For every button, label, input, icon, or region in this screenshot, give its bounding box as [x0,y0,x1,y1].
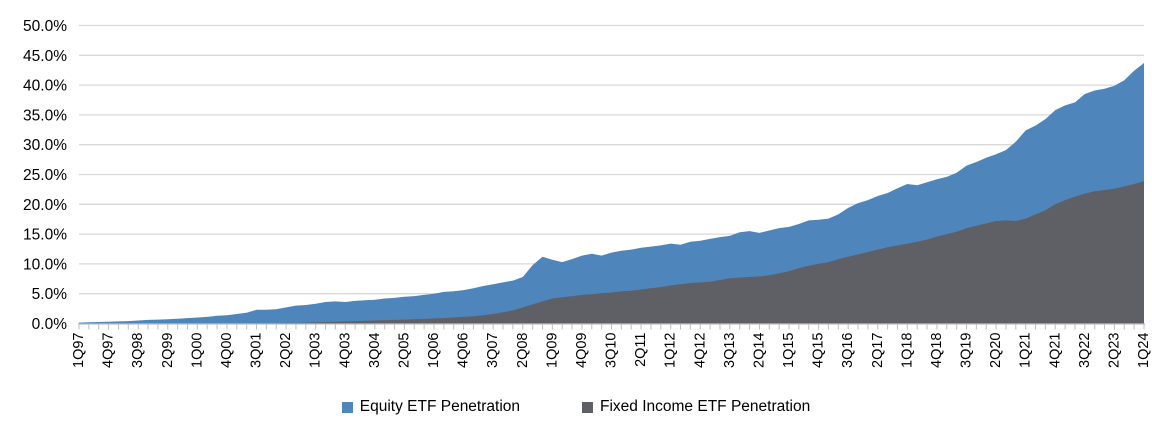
x-axis-tick-label: 2Q08 [515,333,531,368]
legend-swatch-equity-icon [341,401,353,413]
legend-label-fixed-income: Fixed Income ETF Penetration [600,398,811,415]
y-axis-tick-label: 20.0% [23,197,67,214]
chart-legend: Equity ETF Penetration Fixed Income ETF … [0,398,1152,416]
y-axis-tick-label: 5.0% [32,286,68,303]
x-axis-tick-label: 1Q21 [1018,333,1034,368]
y-axis-tick-label: 0.0% [32,316,68,333]
x-axis-tick-label: 4Q09 [574,333,590,368]
x-axis-tick-label: 4Q12 [692,333,708,368]
x-axis-tick-label: 2Q05 [396,333,412,368]
x-axis-tick-label: 1Q00 [189,333,205,368]
x-axis-tick-label: 3Q10 [604,333,620,368]
x-axis-tick-label: 3Q01 [249,333,265,368]
y-axis-tick-label: 40.0% [23,78,67,95]
x-axis-tick-label: 3Q22 [1077,333,1093,368]
x-axis-tick-label: 2Q02 [278,333,294,368]
x-axis-tick-label: 2Q11 [633,333,649,367]
x-axis-tick-label: 3Q07 [485,332,501,367]
x-axis-tick-label: 3Q98 [130,333,146,368]
x-axis-tick-label: 2Q20 [988,332,1004,367]
x-axis-tick-label: 3Q04 [367,333,383,368]
x-axis-tick-label: 4Q97 [101,333,117,368]
x-axis-tick-label: 2Q23 [1106,333,1122,368]
x-axis-tick-label: 4Q03 [337,333,353,368]
x-axis-tick-label: 4Q06 [456,333,472,368]
x-axis-tick-label: 1Q24 [1136,333,1152,368]
legend-label-equity: Equity ETF Penetration [359,398,521,415]
x-axis-tick-label: 4Q21 [1047,333,1063,368]
y-axis-tick-label: 50.0% [23,18,67,35]
x-axis-tick-label: 2Q99 [160,333,176,368]
etf-penetration-area-chart: 0.0% 5.0% 10.0% 15.0% 20.0% 25.0% 30.0% 35.0% 40… [23,18,1152,368]
x-axis-tick-label: 1Q09 [544,333,560,368]
fixed-income-etf-area [79,181,1144,324]
x-axis-tick-label: 4Q00 [219,333,235,368]
x-axis-tick-label: 2Q17 [870,333,886,368]
x-axis-tick-label: 1Q18 [899,333,915,368]
y-axis-tick-label: 45.0% [23,48,67,65]
x-axis-tick-label: 1Q15 [781,333,797,368]
x-axis-tick-label: 1Q06 [426,333,442,368]
y-axis-tick-label: 35.0% [23,107,67,124]
x-axis-tick-label: 3Q16 [840,333,856,368]
x-axis-tick-label: 1Q03 [308,333,324,368]
legend-item-equity: Equity ETF Penetration [341,398,521,416]
x-axis-tick-label: 3Q19 [959,333,975,368]
y-axis-tick-label: 30.0% [23,137,67,154]
y-axis-tick-label: 15.0% [23,227,67,244]
x-axis-tick-label: 1Q12 [663,333,679,368]
x-axis-tick-label: 4Q18 [929,333,945,368]
y-axis-tick-label: 25.0% [23,167,67,184]
legend-item-fixed-income: Fixed Income ETF Penetration [582,398,810,416]
x-axis-tick-label: 3Q13 [722,333,738,368]
x-axis-tick-label: 4Q15 [811,333,827,368]
legend-swatch-fixed-income-icon [582,401,594,413]
x-axis-tick-label: 2Q14 [751,333,767,368]
y-axis-tick-label: 10.0% [23,256,67,273]
x-axis-tick-label: 1Q97 [71,333,87,368]
